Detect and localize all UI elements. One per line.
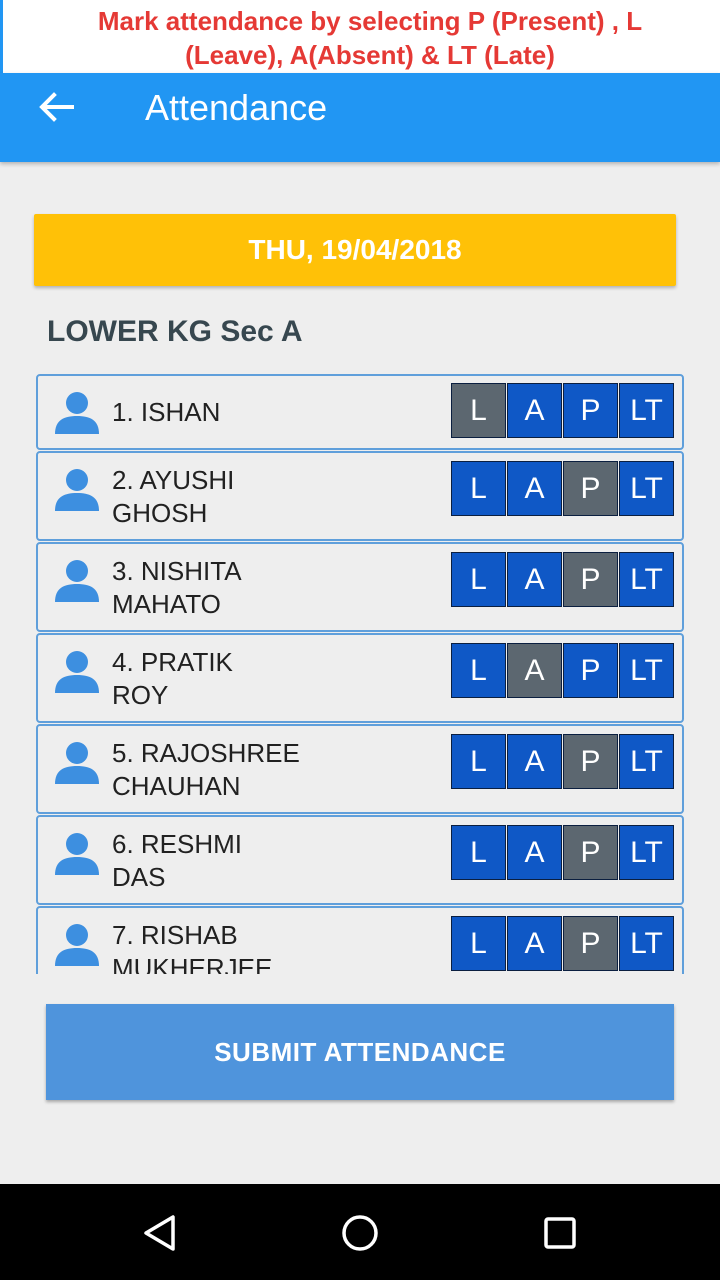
student-row: 7. RISHAB MUKHERJEE L A P LT [36, 906, 684, 974]
attendance-p-button[interactable]: P [563, 552, 618, 607]
person-icon [55, 833, 99, 875]
class-section-title: LOWER KG Sec A [47, 315, 303, 348]
person-icon [55, 560, 99, 602]
attendance-a-button[interactable]: A [507, 383, 562, 438]
student-row: 1. ISHAN L A P LT [36, 374, 684, 450]
student-name-line-1: 3. NISHITA [112, 556, 242, 586]
attendance-l-button[interactable]: L [451, 643, 506, 698]
student-name: 1. ISHAN [112, 396, 342, 429]
attendance-l-button[interactable]: L [451, 916, 506, 971]
student-name-line-1: 2. AYUSHI [112, 465, 235, 495]
student-name-line-2: GHOSH [112, 498, 208, 528]
student-row: 3. NISHITA MAHATO L A P LT [36, 542, 684, 632]
back-triangle-icon [144, 1215, 175, 1251]
nav-home-button[interactable] [335, 1208, 385, 1258]
attendance-l-button[interactable]: L [451, 734, 506, 789]
attendance-lt-button[interactable]: LT [619, 552, 674, 607]
recents-square-icon [544, 1217, 576, 1249]
student-name-line-1: 7. RISHAB [112, 920, 238, 950]
student-name: 3. NISHITA MAHATO [112, 555, 342, 621]
attendance-p-button[interactable]: P [563, 825, 618, 880]
page-title: Attendance [145, 87, 328, 128]
person-icon [55, 469, 99, 511]
attendance-options: L A P LT [451, 552, 674, 607]
student-name: 7. RISHAB MUKHERJEE [112, 919, 342, 974]
arrow-left-icon [39, 92, 74, 122]
student-name: 4. PRATIK ROY [112, 646, 342, 712]
attendance-lt-button[interactable]: LT [619, 461, 674, 516]
student-name-line-1: 4. PRATIK [112, 647, 233, 677]
student-name-line-1: 5. RAJOSHREE [112, 738, 300, 768]
attendance-a-button[interactable]: A [507, 825, 562, 880]
student-row: 4. PRATIK ROY L A P LT [36, 633, 684, 723]
attendance-l-button[interactable]: L [451, 825, 506, 880]
attendance-lt-button[interactable]: LT [619, 734, 674, 789]
app-bar: Attendance [0, 73, 720, 162]
home-circle-icon [342, 1215, 378, 1251]
attendance-l-button[interactable]: L [451, 461, 506, 516]
attendance-p-button[interactable]: P [563, 643, 618, 698]
student-row: 2. AYUSHI GHOSH L A P LT [36, 451, 684, 541]
student-name: 2. AYUSHI GHOSH [112, 464, 342, 530]
student-name: 5. RAJOSHREE CHAUHAN [112, 737, 342, 803]
back-button[interactable] [30, 89, 82, 125]
attendance-a-button[interactable]: A [507, 916, 562, 971]
submit-attendance-button[interactable]: SUBMIT ATTENDANCE [46, 1004, 674, 1100]
student-name-line-2: CHAUHAN [112, 771, 241, 801]
student-name-line-2: MUKHERJEE [112, 953, 273, 974]
person-icon [55, 651, 99, 693]
attendance-l-button[interactable]: L [451, 552, 506, 607]
attendance-lt-button[interactable]: LT [619, 383, 674, 438]
attendance-p-button[interactable]: P [563, 461, 618, 516]
system-nav-bar [0, 1184, 720, 1280]
attendance-options: L A P LT [451, 916, 674, 971]
attendance-lt-button[interactable]: LT [619, 643, 674, 698]
attendance-options: L A P LT [451, 461, 674, 516]
person-icon [55, 742, 99, 784]
attendance-options: L A P LT [451, 825, 674, 880]
attendance-p-button[interactable]: P [563, 734, 618, 789]
attendance-a-button[interactable]: A [507, 552, 562, 607]
attendance-a-button[interactable]: A [507, 734, 562, 789]
student-name-line-1: 6. RESHMI [112, 829, 243, 859]
attendance-lt-button[interactable]: LT [619, 825, 674, 880]
person-icon [55, 924, 99, 966]
attendance-lt-button[interactable]: LT [619, 916, 674, 971]
student-name: 6. RESHMI DAS [112, 828, 342, 894]
student-name-line-2: DAS [112, 862, 166, 892]
attendance-p-button[interactable]: P [563, 383, 618, 438]
attendance-options: L A P LT [451, 383, 674, 438]
student-name-line-2: MAHATO [112, 589, 221, 619]
student-list[interactable]: 1. ISHAN L A P LT 2. AYUSHI GHOSH L A P LT 3. NISHI… [36, 374, 686, 974]
date-picker-button[interactable]: THU, 19/04/2018 [34, 214, 676, 286]
student-name-line-1: 1. ISHAN [112, 397, 221, 427]
attendance-options: L A P LT [451, 734, 674, 789]
attendance-a-button[interactable]: A [507, 461, 562, 516]
instruction-text: Mark attendance by selecting P (Present)… [3, 4, 720, 72]
person-icon [55, 392, 99, 434]
attendance-a-button[interactable]: A [507, 643, 562, 698]
nav-back-button[interactable] [135, 1208, 185, 1258]
instruction-line-2: (Leave), A(Absent) & LT (Late) [185, 40, 555, 70]
instruction-banner: Mark attendance by selecting P (Present)… [0, 0, 720, 73]
nav-recents-button[interactable] [535, 1208, 585, 1258]
student-name-line-2: ROY [112, 680, 169, 710]
attendance-p-button[interactable]: P [563, 916, 618, 971]
attendance-options: L A P LT [451, 643, 674, 698]
student-row: 6. RESHMI DAS L A P LT [36, 815, 684, 905]
attendance-l-button[interactable]: L [451, 383, 506, 438]
instruction-line-1: Mark attendance by selecting P (Present)… [97, 6, 643, 36]
student-row: 5. RAJOSHREE CHAUHAN L A P LT [36, 724, 684, 814]
